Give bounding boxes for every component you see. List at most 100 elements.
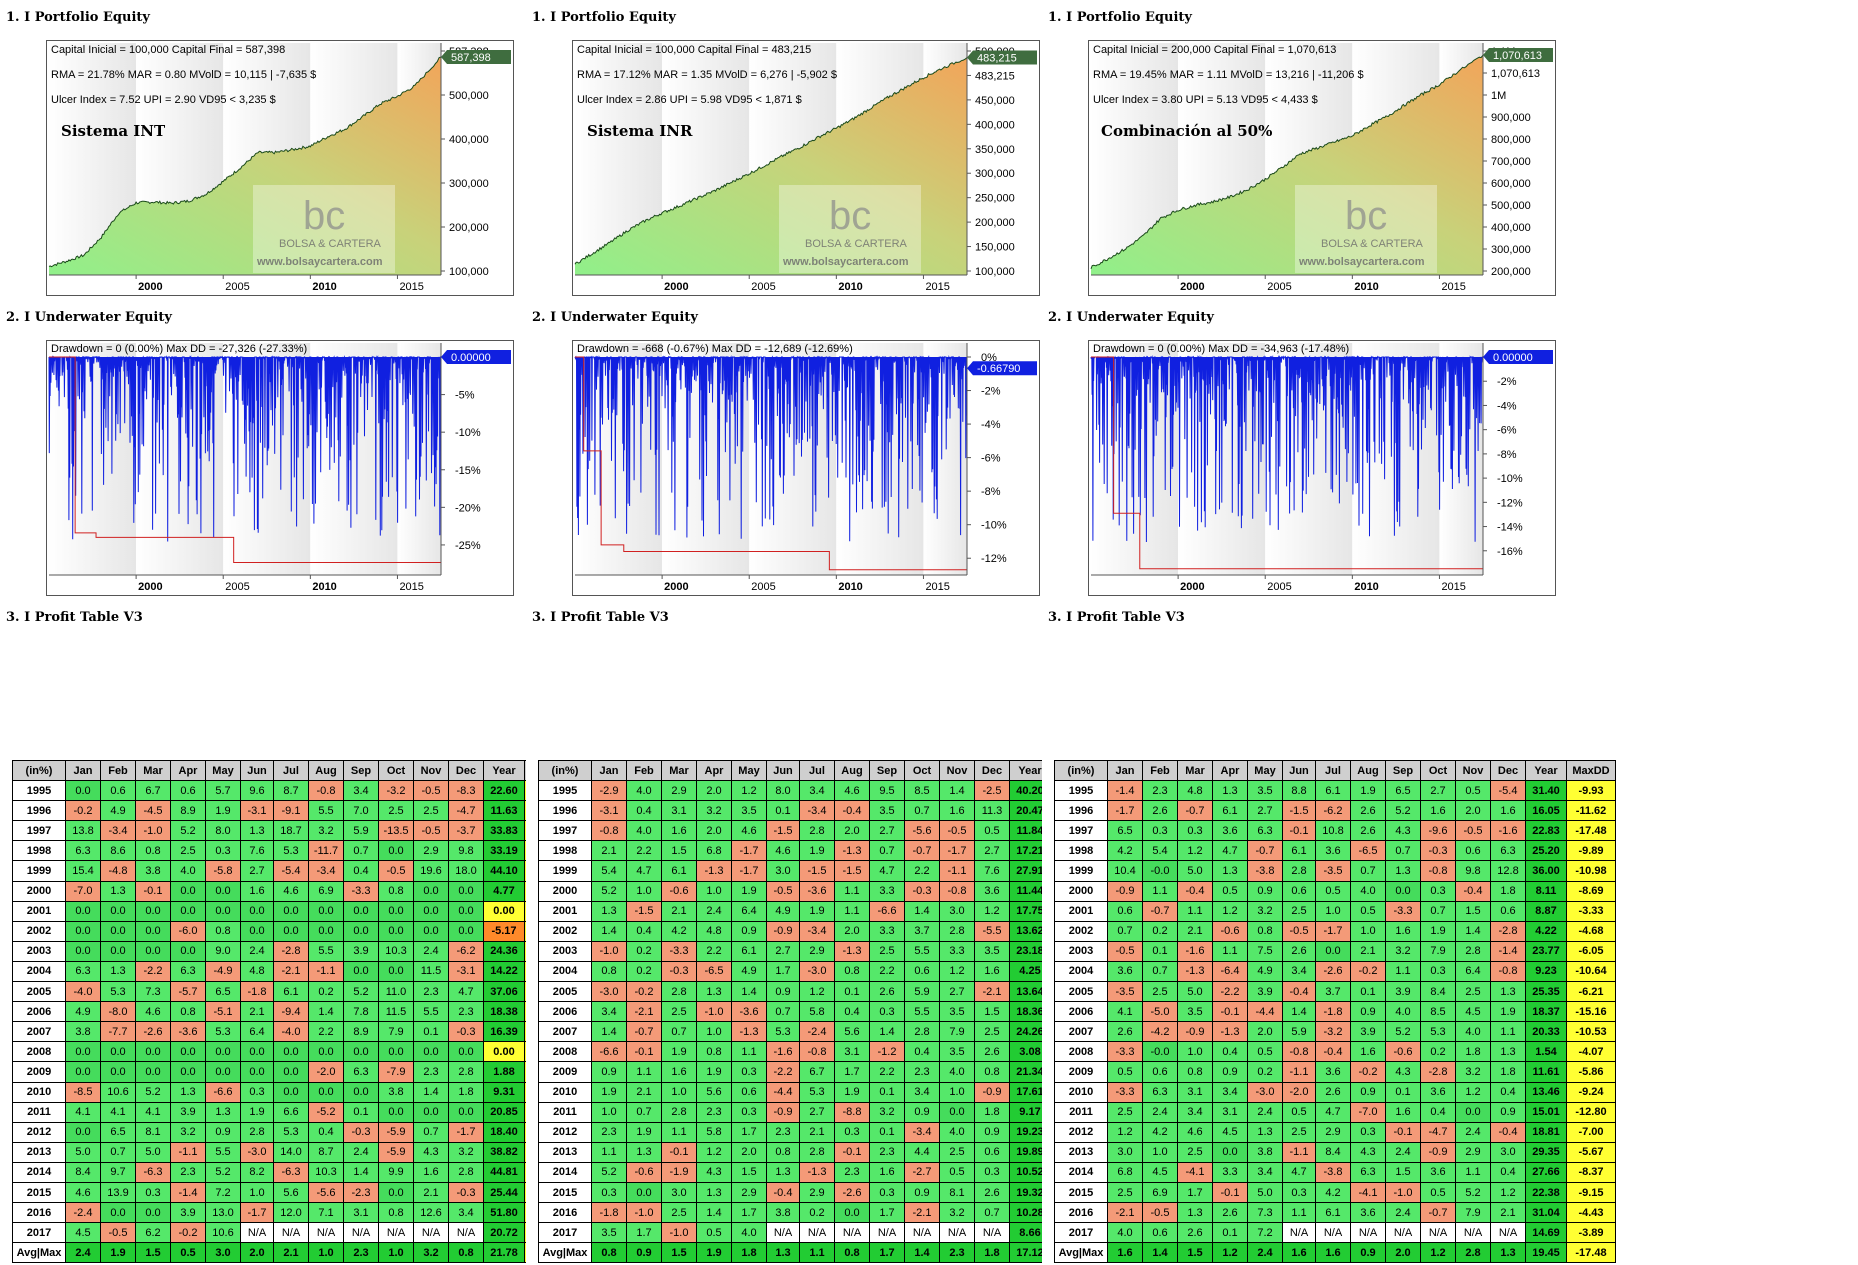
table-cell: 3.9 — [170, 1202, 206, 1224]
table-cell: 1.5 — [661, 1242, 697, 1264]
table-cell: -3.8 — [1315, 1161, 1351, 1183]
table-row: 1998 2.1 2.2 1.5 6.8 -1.7 4.6 1.9 -1.3 0.7 -0.7 -1.… — [538, 840, 1100, 862]
table-cell: 3.0 — [766, 860, 800, 882]
table-cell: -0.7 — [1247, 840, 1283, 862]
table-cell: 5.5 — [308, 940, 344, 962]
table-cell: 2.4 — [240, 940, 274, 962]
table-cell: 4.6 — [834, 780, 870, 802]
table-cell: -1.3 — [834, 840, 870, 862]
underwater-chart[interactable]: 0% -2% -4% -6% -8% -10% -12% 2000 2005 2010 2015 -0… — [572, 340, 1040, 596]
table-cell: 25.44 — [483, 1181, 525, 1204]
table-cell: 2.5 — [1107, 1181, 1143, 1204]
y-tick-label: 0% — [981, 352, 997, 364]
table-cell: 0.4 — [343, 860, 379, 882]
table-cell: 0.8 — [591, 960, 627, 983]
table-cell: 6.4 — [731, 900, 767, 922]
table-row: 1997 6.5 0.3 0.3 3.6 6.3 -0.1 10.8 2.6 4.3 -9.6 -0.… — [1054, 820, 1616, 842]
table-cell: 33.83 — [483, 820, 525, 842]
table-cell: 0.6 — [100, 780, 136, 802]
profit-table: (in%) Jan Feb Mar Apr May Jun Jul Aug Sep Oct Nov De… — [1054, 759, 1616, 1264]
table-cell: 44.10 — [483, 860, 525, 882]
table-cell: 2.7 — [1247, 800, 1283, 822]
table-cell: 2.3 — [413, 981, 449, 1003]
table-cell: 1.9 — [731, 880, 767, 902]
table-cell: 6.8 — [1107, 1161, 1143, 1183]
table-cell: -4.5 — [135, 800, 171, 822]
table-row: 1997 -0.8 4.0 1.6 2.0 4.6 -1.5 2.8 2.0 2.7 -5.6 -0.… — [538, 820, 1100, 842]
table-cell: 0.0 — [100, 1061, 136, 1083]
table-cell: 0.3 — [135, 1181, 171, 1204]
table-cell: 4.7 — [1212, 840, 1248, 862]
equity-chart[interactable]: 587,398 500,000 400,000 300,000 200,000 100,0… — [46, 40, 514, 296]
table-cell: 0.0 — [170, 900, 206, 922]
table-cell: -3.6 — [170, 1021, 206, 1043]
table-cell: 1.3 — [1177, 1202, 1213, 1224]
table-cell: 0.9 — [591, 1061, 627, 1083]
table-cell: 0.6 — [974, 1141, 1010, 1163]
table-cell: -0.7 — [626, 1021, 662, 1043]
table-cell: 4.0 — [1455, 1021, 1491, 1043]
table-cell: 0.0 — [205, 1061, 241, 1083]
table-cell: 2007 — [12, 1021, 66, 1043]
table-cell: 2.5 — [974, 1021, 1010, 1043]
table-cell: -0.3 — [448, 1021, 484, 1043]
table-cell: 18.38 — [483, 1001, 525, 1023]
table-cell: -5.86 — [1566, 1061, 1616, 1083]
table-cell: 15.01 — [1525, 1101, 1567, 1123]
table-cell: 1997 — [538, 820, 592, 842]
table-row: 2009 0.0 0.0 0.0 0.0 0.0 0.0 0.0 -2.0 6.3 -7.9 2.3 2… — [12, 1061, 574, 1083]
last-value-label: 0.00000 — [451, 352, 491, 364]
table-cell: 4.5 — [1142, 1161, 1178, 1183]
table-cell: 0.4 — [834, 1001, 870, 1023]
table-cell: -2.8 — [273, 940, 309, 962]
underwater-chart[interactable]: -5% -10% -15% -20% -25% 2000 2005 2010 2015 0.000… — [46, 340, 514, 596]
table-cell: 0.3 — [834, 1121, 870, 1143]
column-header: Jun — [240, 759, 274, 782]
table-cell: 0.0 — [170, 1061, 206, 1083]
table-cell: -0.4 — [1490, 1121, 1526, 1143]
y-tick-label: 800,000 — [1491, 134, 1531, 146]
watermark-box — [1295, 185, 1437, 273]
y-tick-label: -5% — [455, 390, 475, 402]
table-cell: 1.2 — [1490, 1181, 1526, 1204]
table-cell: -1.0 — [661, 1222, 697, 1244]
table-cell: 0.0 — [135, 1202, 171, 1224]
table-cell: 22.83 — [1525, 820, 1567, 842]
table-cell: N/A — [939, 1222, 975, 1244]
table-cell: 0.2 — [1420, 1041, 1456, 1063]
table-cell: 0.6 — [1455, 840, 1491, 862]
table-cell: 1.6 — [869, 1161, 905, 1183]
table-cell: 2.5 — [413, 800, 449, 822]
table-cell: 0.7 — [100, 1141, 136, 1163]
equity-chart[interactable]: 1.1M1,070,6131M900,000800,000700,000600,… — [1088, 40, 1556, 296]
column-header: Apr — [696, 759, 732, 782]
y-tick-label: 400,000 — [975, 119, 1015, 131]
table-cell: 2017 — [538, 1222, 592, 1244]
table-cell: 2.8 — [448, 1161, 484, 1183]
table-row: 2002 0.0 0.0 0.0 -6.0 0.8 0.0 0.0 0.0 0.0 0.0 0.0 0.… — [12, 920, 574, 942]
column-header: MaxDD — [1566, 759, 1616, 782]
underwater-chart[interactable]: -2% -4% -6% -8% -10% -12% -14% -16% 2000 2005 2010… — [1088, 340, 1556, 596]
table-row: 2000 -0.9 1.1 -0.4 0.5 0.9 0.6 0.5 4.0 0.0 0.3 -0.4… — [1054, 880, 1616, 902]
table-cell: 2004 — [538, 960, 592, 983]
table-cell: 2.1 — [273, 1242, 309, 1264]
table-cell: -0.6 — [626, 1161, 662, 1183]
table-cell: 3.2 — [1385, 940, 1421, 962]
table-cell: -0.7 — [1177, 800, 1213, 822]
equity-chart[interactable]: 500,000483,215450,000400,000350,000300,0… — [572, 40, 1040, 296]
y-tick-label: -14% — [1497, 522, 1523, 534]
column-header: Aug — [834, 759, 870, 782]
table-cell: -0.2 — [626, 981, 662, 1003]
table-cell: 1.4 — [308, 1001, 344, 1023]
table-cell: -0.7 — [1420, 1202, 1456, 1224]
equity-svg: 587,398 500,000 400,000 300,000 200,000 100,0… — [48, 43, 511, 293]
table-cell: 0.7 — [1107, 920, 1143, 942]
table-cell: 6.1 — [1315, 1202, 1351, 1224]
table-row: 2014 5.2 -0.6 -1.9 4.3 1.5 1.3 -1.3 2.3 1.6 -2.7 0.… — [538, 1161, 1100, 1183]
table-cell: -0.4 — [1315, 1041, 1351, 1063]
table-cell: 2014 — [538, 1161, 592, 1183]
table-cell: -3.3 — [1107, 1041, 1143, 1063]
table-cell: 0.3 — [1420, 960, 1456, 983]
table-row: 1998 4.2 5.4 1.2 4.7 -0.7 6.1 3.6 -6.5 0.7 -0.3 0.6… — [1054, 840, 1616, 862]
table-cell: 0.0 — [65, 1121, 101, 1143]
